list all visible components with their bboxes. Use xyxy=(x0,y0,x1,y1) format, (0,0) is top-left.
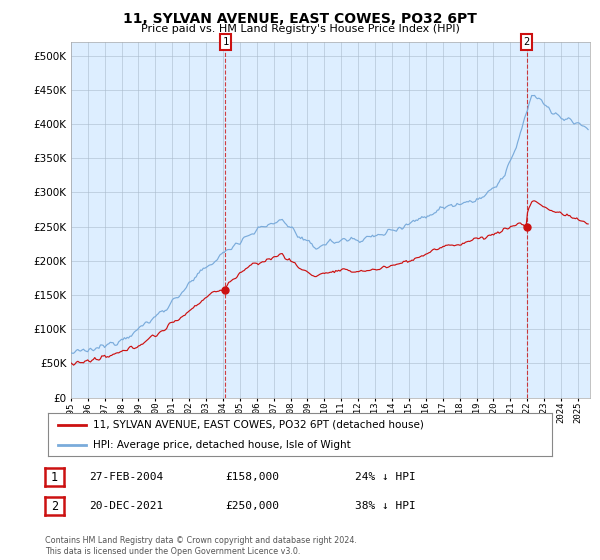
Text: 27-FEB-2004: 27-FEB-2004 xyxy=(89,472,163,482)
Text: 20-DEC-2021: 20-DEC-2021 xyxy=(89,501,163,511)
Text: Contains HM Land Registry data © Crown copyright and database right 2024.
This d: Contains HM Land Registry data © Crown c… xyxy=(45,536,357,556)
Text: HPI: Average price, detached house, Isle of Wight: HPI: Average price, detached house, Isle… xyxy=(94,441,351,450)
Text: 2: 2 xyxy=(523,37,530,47)
Text: 38% ↓ HPI: 38% ↓ HPI xyxy=(355,501,416,511)
Text: 11, SYLVAN AVENUE, EAST COWES, PO32 6PT: 11, SYLVAN AVENUE, EAST COWES, PO32 6PT xyxy=(123,12,477,26)
Text: 1: 1 xyxy=(223,37,229,47)
Text: 24% ↓ HPI: 24% ↓ HPI xyxy=(355,472,416,482)
Text: 2: 2 xyxy=(51,500,58,513)
Text: Price paid vs. HM Land Registry's House Price Index (HPI): Price paid vs. HM Land Registry's House … xyxy=(140,24,460,34)
Text: 1: 1 xyxy=(51,470,58,484)
Text: 11, SYLVAN AVENUE, EAST COWES, PO32 6PT (detached house): 11, SYLVAN AVENUE, EAST COWES, PO32 6PT … xyxy=(94,420,424,430)
Text: £158,000: £158,000 xyxy=(225,472,279,482)
Text: £250,000: £250,000 xyxy=(225,501,279,511)
